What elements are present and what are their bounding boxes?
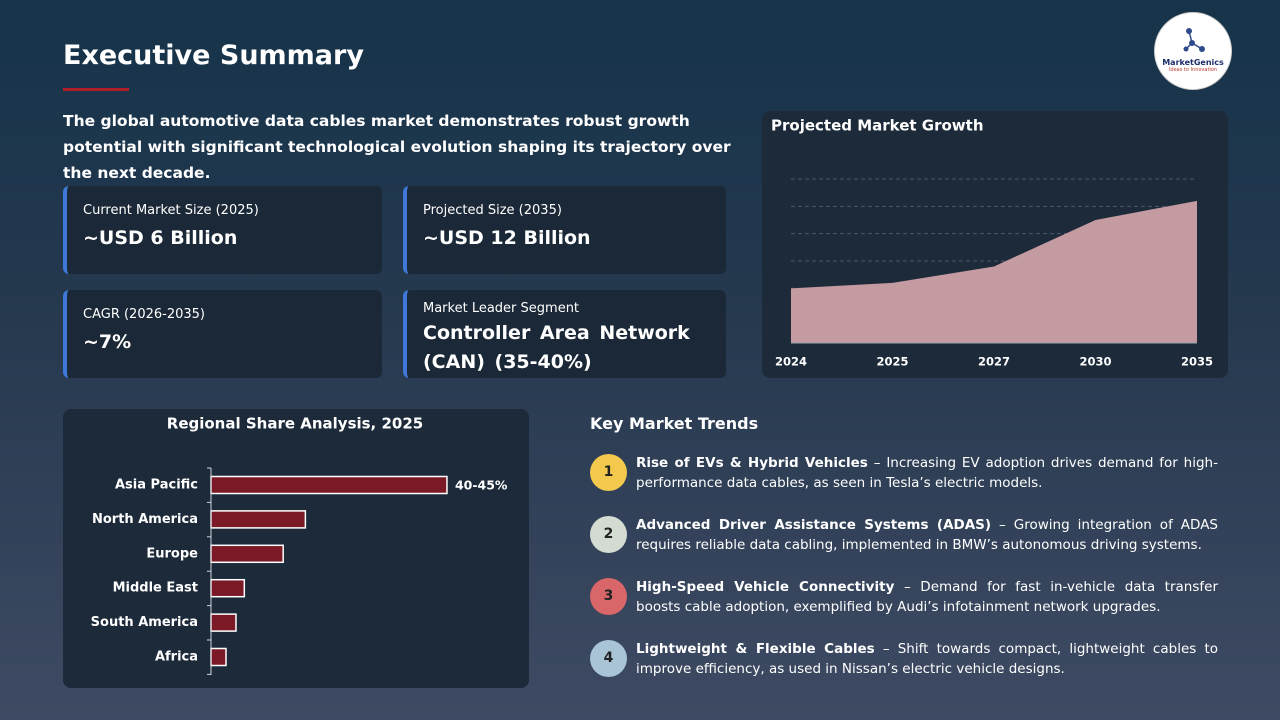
trend-item: 3 High-Speed Vehicle Connectivity – Deman… bbox=[590, 578, 1218, 618]
trend-item: 4 Lightweight & Flexible Cables – Shift t… bbox=[590, 640, 1218, 680]
trend-text: Advanced Driver Assistance Systems (ADAS… bbox=[636, 516, 1218, 555]
card-label: CAGR (2026-2035) bbox=[83, 307, 205, 322]
stat-card: Projected Size (2035) ~USD 12 Billion bbox=[403, 186, 726, 274]
trend-title: High-Speed Vehicle Connectivity bbox=[636, 579, 895, 595]
logo-name: MarketGenics bbox=[1162, 58, 1224, 67]
trend-item: 1 Rise of EVs & Hybrid Vehicles – Increas… bbox=[590, 454, 1218, 494]
card-label: Current Market Size (2025) bbox=[83, 203, 259, 218]
intro: The global automotive data cables market… bbox=[63, 112, 731, 182]
area bbox=[791, 200, 1197, 343]
bar bbox=[210, 613, 237, 632]
y-tick-label: Europe bbox=[146, 546, 198, 561]
y-tick-label: Asia Pacific bbox=[115, 478, 198, 493]
trend-text: High-Speed Vehicle Connectivity – Demand… bbox=[636, 578, 1218, 617]
bar bbox=[210, 544, 284, 564]
card-value: ~USD 12 Billion bbox=[423, 227, 591, 249]
card-label: Projected Size (2035) bbox=[423, 203, 562, 218]
stat-card: CAGR (2026-2035) ~7% bbox=[63, 290, 382, 378]
title-rule bbox=[63, 88, 129, 91]
trend-number: 4 bbox=[590, 640, 627, 677]
trend-number: 3 bbox=[590, 578, 627, 615]
x-tick-label: 2035 bbox=[1181, 355, 1213, 369]
trend-title: Lightweight & Flexible Cables bbox=[636, 641, 875, 657]
bar-chart: Regional Share Analysis, 2025 Asia Pacif… bbox=[63, 409, 529, 688]
bar bbox=[210, 578, 246, 598]
stat-card: Current Market Size (2025) ~USD 6 Billio… bbox=[63, 186, 382, 274]
trend-desc: – Increasing EV adoption drives demand f… bbox=[636, 455, 1218, 491]
logo-icon bbox=[1183, 28, 1205, 52]
y-tick-label: Africa bbox=[155, 650, 198, 665]
y-tick-label: North America bbox=[92, 512, 198, 527]
x-tick-label: 2030 bbox=[1079, 355, 1111, 369]
chart-title: Regional Share Analysis, 2025 bbox=[167, 415, 423, 433]
trend-text: Lightweight & Flexible Cables – Shift to… bbox=[636, 640, 1218, 679]
bar bbox=[210, 475, 448, 495]
trend-number: 1 bbox=[590, 454, 627, 491]
bar bbox=[210, 510, 307, 529]
trend-desc: – Growing integration of ADAS requires r… bbox=[636, 517, 1218, 553]
trend-desc: – Shift towards compact, lightweight cab… bbox=[636, 641, 1218, 677]
x-tick-label: 2024 bbox=[775, 355, 807, 369]
stat-card: Market Leader Segment Controller Area Ne… bbox=[403, 290, 726, 378]
trend-desc: – Demand for fast in-vehicle data transf… bbox=[636, 579, 1219, 615]
trend-text: Rise of EVs & Hybrid Vehicles – Increasi… bbox=[636, 454, 1218, 493]
card-label: Market Leader Segment bbox=[423, 301, 580, 316]
y-tick-label: Middle East bbox=[113, 581, 198, 596]
logo-tagline: Ideas to Innovation bbox=[1168, 67, 1218, 73]
bar bbox=[210, 647, 227, 667]
trend-item: 2 Advanced Driver Assistance Systems (ADA… bbox=[590, 516, 1218, 556]
y-tick-label: South America bbox=[91, 615, 198, 630]
trends-title: Key Market Trends bbox=[590, 414, 759, 433]
area-chart: Projected Market Growth 2024 2025 2027 2030… bbox=[762, 111, 1228, 378]
chart-title: Projected Market Growth bbox=[771, 117, 984, 135]
x-tick-label: 2027 bbox=[978, 355, 1010, 369]
trend-number: 2 bbox=[590, 516, 627, 553]
card-value: ~7% bbox=[83, 331, 132, 353]
title: Executive Summary bbox=[63, 40, 364, 71]
trend-title: Rise of EVs & Hybrid Vehicles bbox=[636, 455, 868, 471]
logo: MarketGenics Ideas to Innovation bbox=[1154, 12, 1232, 90]
trend-title: Advanced Driver Assistance Systems (ADAS… bbox=[636, 517, 992, 533]
card-value: Controller Area Network (CAN) (35-40%) bbox=[423, 322, 690, 373]
x-tick-label: 2025 bbox=[876, 355, 908, 369]
data-label: 40-45% bbox=[455, 478, 508, 493]
card-value: ~USD 6 Billion bbox=[83, 227, 238, 249]
